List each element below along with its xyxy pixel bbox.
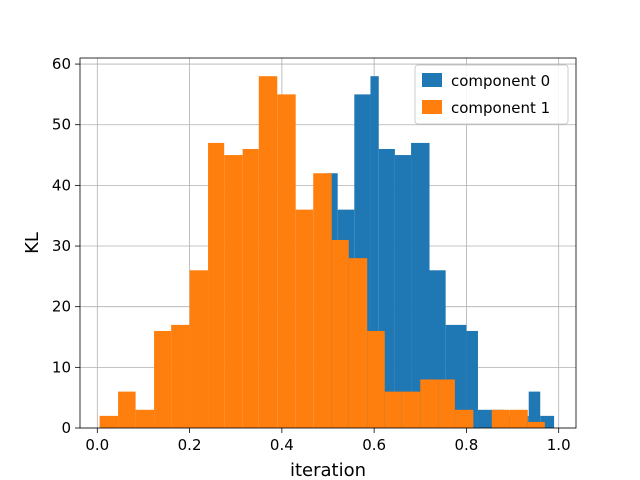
x-tick-label-1: 0.2 bbox=[178, 436, 202, 454]
x-axis-label: iteration bbox=[290, 460, 366, 480]
y-tick-label-4: 40 bbox=[52, 176, 71, 194]
bar-s1-12 bbox=[313, 173, 332, 428]
x-tick-label-5: 1.0 bbox=[547, 436, 571, 454]
bar-s0-6 bbox=[411, 142, 430, 428]
bar-s1-1 bbox=[118, 391, 136, 428]
bar-s1-16 bbox=[384, 391, 402, 428]
plot-area-frame bbox=[79, 57, 577, 429]
legend-label-0: component 0 bbox=[451, 72, 550, 90]
bar-s1-7 bbox=[224, 155, 243, 428]
bar-s1-18 bbox=[420, 379, 439, 428]
bar-s0-3 bbox=[370, 76, 379, 429]
y-axis-label: KL bbox=[22, 232, 43, 254]
bar-s0-5 bbox=[394, 155, 412, 428]
bar-s1-22 bbox=[491, 409, 510, 428]
y-tick-label-1: 10 bbox=[52, 358, 71, 376]
bar-s1-13 bbox=[331, 239, 349, 428]
x-tick-label-4: 0.8 bbox=[454, 436, 478, 454]
x-tick-label-2: 0.4 bbox=[270, 436, 294, 454]
bar-s1-23 bbox=[509, 409, 528, 428]
x-tick-label-0: 0.0 bbox=[85, 436, 109, 454]
bar-s1-14 bbox=[348, 258, 368, 428]
legend-swatch-1 bbox=[422, 100, 442, 114]
bar-s1-4 bbox=[171, 324, 190, 428]
bar-s0-9 bbox=[466, 330, 478, 428]
bar-s1-6 bbox=[208, 142, 225, 428]
bar-s1-15 bbox=[367, 330, 385, 428]
legend: component 0 component 1 bbox=[414, 64, 569, 125]
bar-s1-11 bbox=[295, 209, 314, 428]
bar-s1-17 bbox=[401, 391, 421, 428]
y-tick-label-5: 50 bbox=[52, 116, 71, 134]
bar-s1-2 bbox=[135, 409, 155, 428]
bar-s0-12 bbox=[528, 391, 541, 428]
axis-ticks: 0.0 0.2 0.4 0.6 0.8 1.0 0 10 20 30 40 50 60 bbox=[52, 55, 571, 454]
bar-s1-3 bbox=[154, 330, 172, 428]
bar-s1-8 bbox=[242, 148, 259, 428]
bar-s1-19 bbox=[438, 379, 455, 428]
y-tick-label-3: 30 bbox=[52, 237, 71, 255]
legend-swatch-0 bbox=[422, 73, 442, 87]
bar-s1-9 bbox=[258, 76, 278, 429]
legend-label-1: component 1 bbox=[451, 99, 550, 117]
bar-s1-20 bbox=[454, 409, 474, 428]
y-tick-label-2: 20 bbox=[52, 298, 71, 316]
y-tick-label-6: 60 bbox=[52, 55, 71, 73]
y-tick-label-0: 0 bbox=[61, 419, 71, 437]
bars bbox=[99, 76, 555, 429]
bar-s1-10 bbox=[277, 94, 296, 429]
legend-box bbox=[414, 64, 569, 125]
bar-s1-24 bbox=[527, 421, 545, 428]
series-1-bars bbox=[99, 76, 545, 429]
bar-s1-0 bbox=[99, 415, 119, 428]
x-tick-label-3: 0.6 bbox=[362, 436, 386, 454]
bar-s1-5 bbox=[189, 270, 209, 428]
